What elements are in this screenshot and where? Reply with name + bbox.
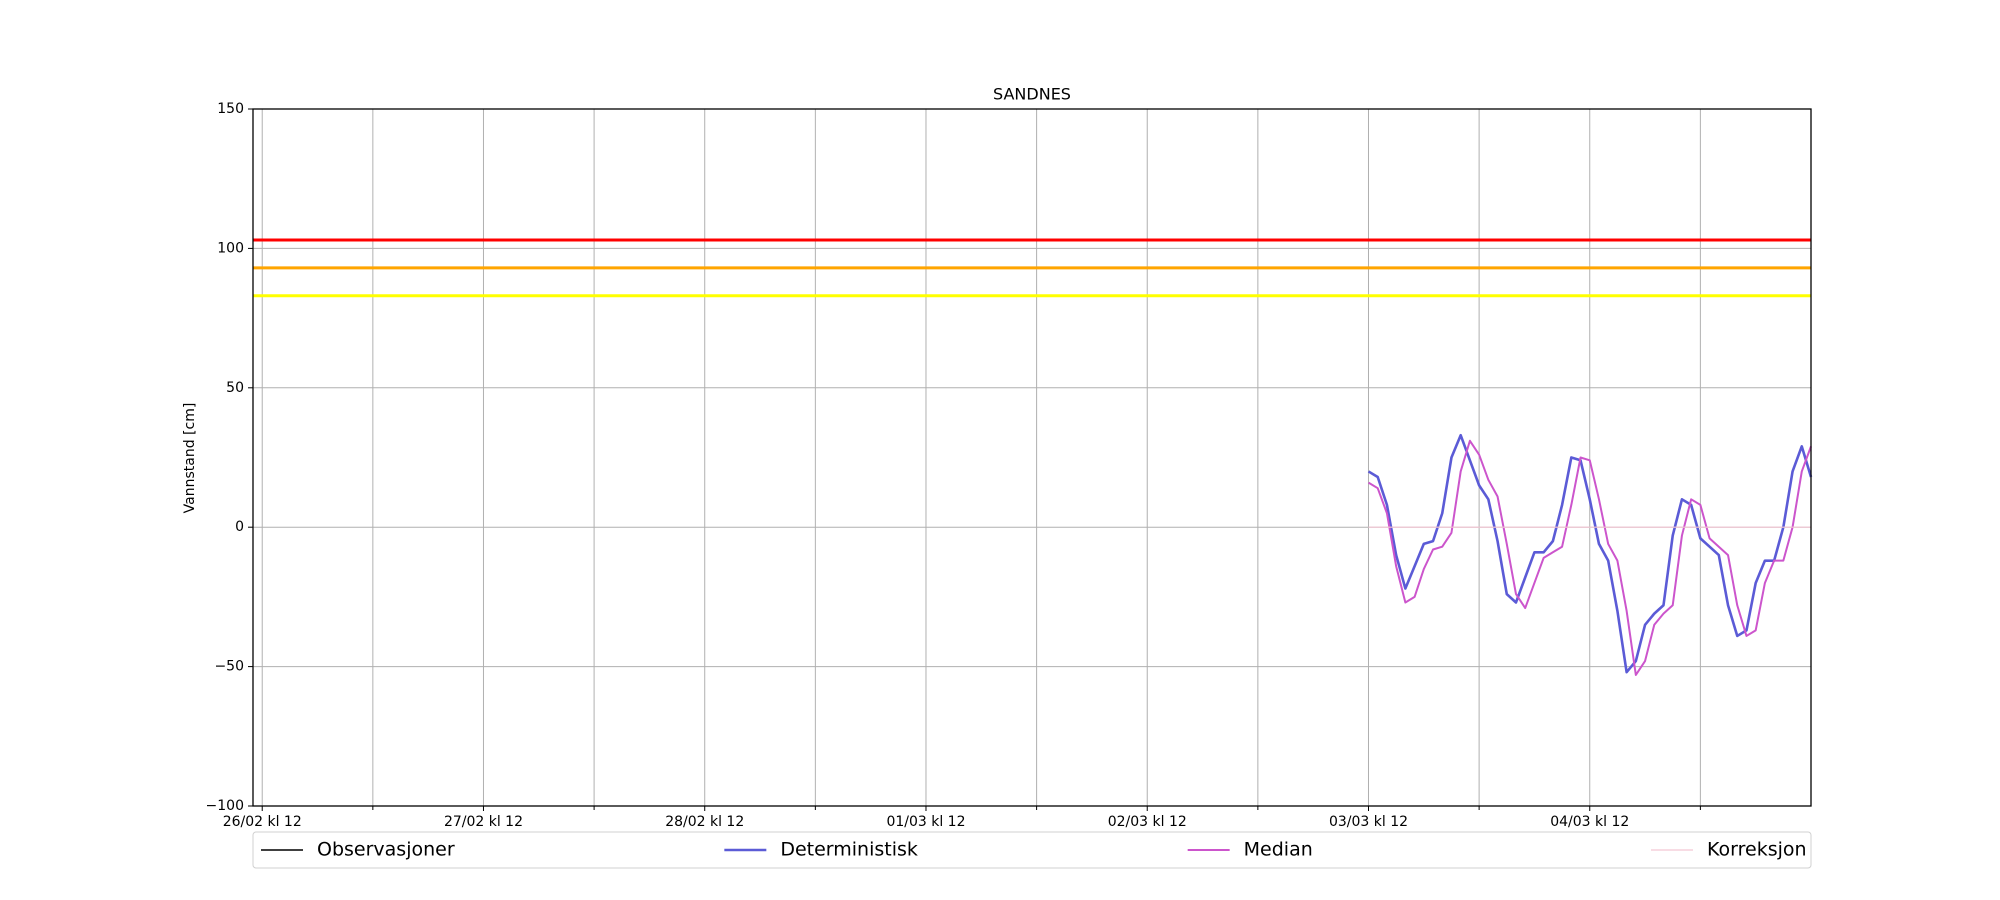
x-tick-label: 02/03 kl 12 — [1108, 814, 1187, 830]
legend-label: Deterministisk — [780, 839, 918, 861]
y-tick-label: 100 — [217, 240, 244, 256]
legend: Observasjoner Deterministisk Median Korreks… — [252, 831, 1812, 869]
y-tick-label: −50 — [214, 659, 244, 675]
x-tick-label: 28/02 kl 12 — [665, 814, 744, 830]
legend-label: Median — [1244, 839, 1313, 861]
plot-frame — [252, 108, 1812, 807]
x-tick-label: 27/02 kl 12 — [444, 814, 523, 830]
x-tick-label: 04/03 kl 12 — [1550, 814, 1629, 830]
x-tick-label: 26/02 kl 12 — [223, 814, 302, 830]
y-tick-label: −100 — [206, 798, 244, 814]
x-tick-label: 01/03 kl 12 — [886, 814, 965, 830]
legend-label: Observasjoner — [317, 839, 455, 861]
y-tick-label: 0 — [235, 519, 244, 535]
y-tick-label: 50 — [226, 380, 244, 396]
chart-title: SANDNES — [993, 85, 1071, 104]
series-line — [1367, 439, 1812, 676]
y-axis-label: Vannstand [cm] — [182, 403, 198, 514]
series-line — [1367, 433, 1813, 674]
legend-label: Korreksjon — [1707, 839, 1807, 861]
legend-box — [252, 831, 1812, 869]
y-tick-label: 150 — [217, 101, 244, 117]
x-tick-label: 03/03 kl 12 — [1329, 814, 1408, 830]
